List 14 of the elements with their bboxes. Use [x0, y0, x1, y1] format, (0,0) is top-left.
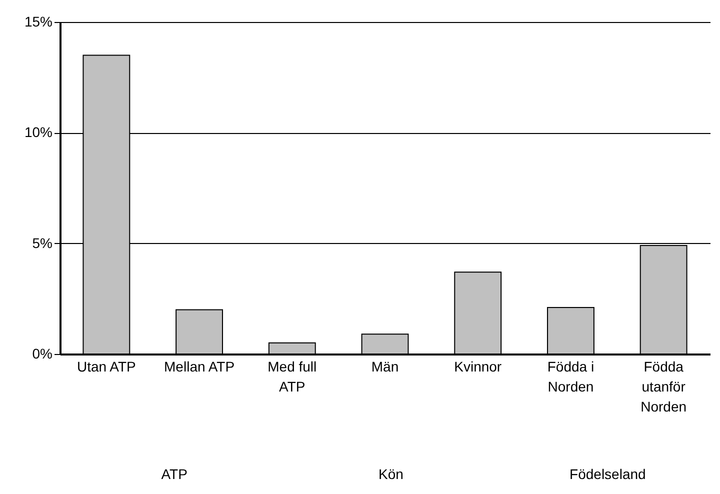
text: Kön [378, 466, 404, 482]
x-tick-label: Kvinnor [454, 358, 502, 374]
x-tick-label: Män [371, 358, 399, 374]
y-tick-label: 5% [32, 234, 52, 251]
y-tick-label: 0% [32, 346, 52, 362]
y-tick-label: 10% [24, 124, 52, 140]
text: Födelseland [568, 466, 647, 482]
x-tick-label: Utan ATP [76, 358, 136, 374]
x-tick-label: Mellan ATP [164, 358, 235, 374]
x-tick-label: Med full ATP [268, 358, 317, 394]
x-tick-label: Födda utanför Norden [640, 358, 687, 414]
y-tick-label: 15% [24, 14, 52, 30]
x-tick-label: Födda i Norden [547, 358, 594, 394]
text: ATP [160, 466, 188, 482]
